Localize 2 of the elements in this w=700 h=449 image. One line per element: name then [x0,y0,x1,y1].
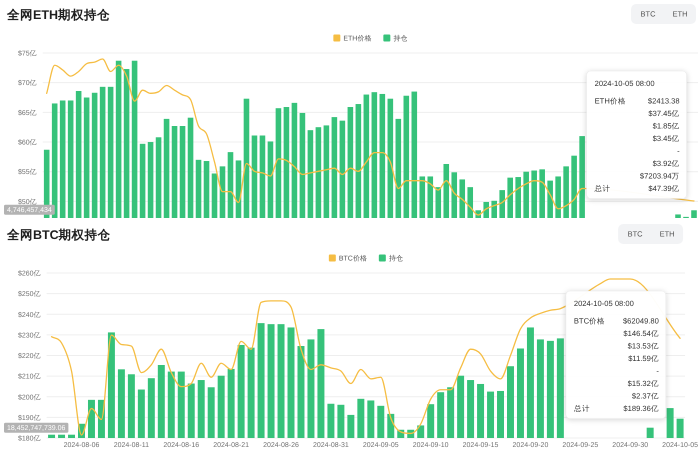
chart-title: 全网BTC期权持仓 [7,228,111,242]
chart-title: 全网ETH期权持仓 [7,8,110,22]
